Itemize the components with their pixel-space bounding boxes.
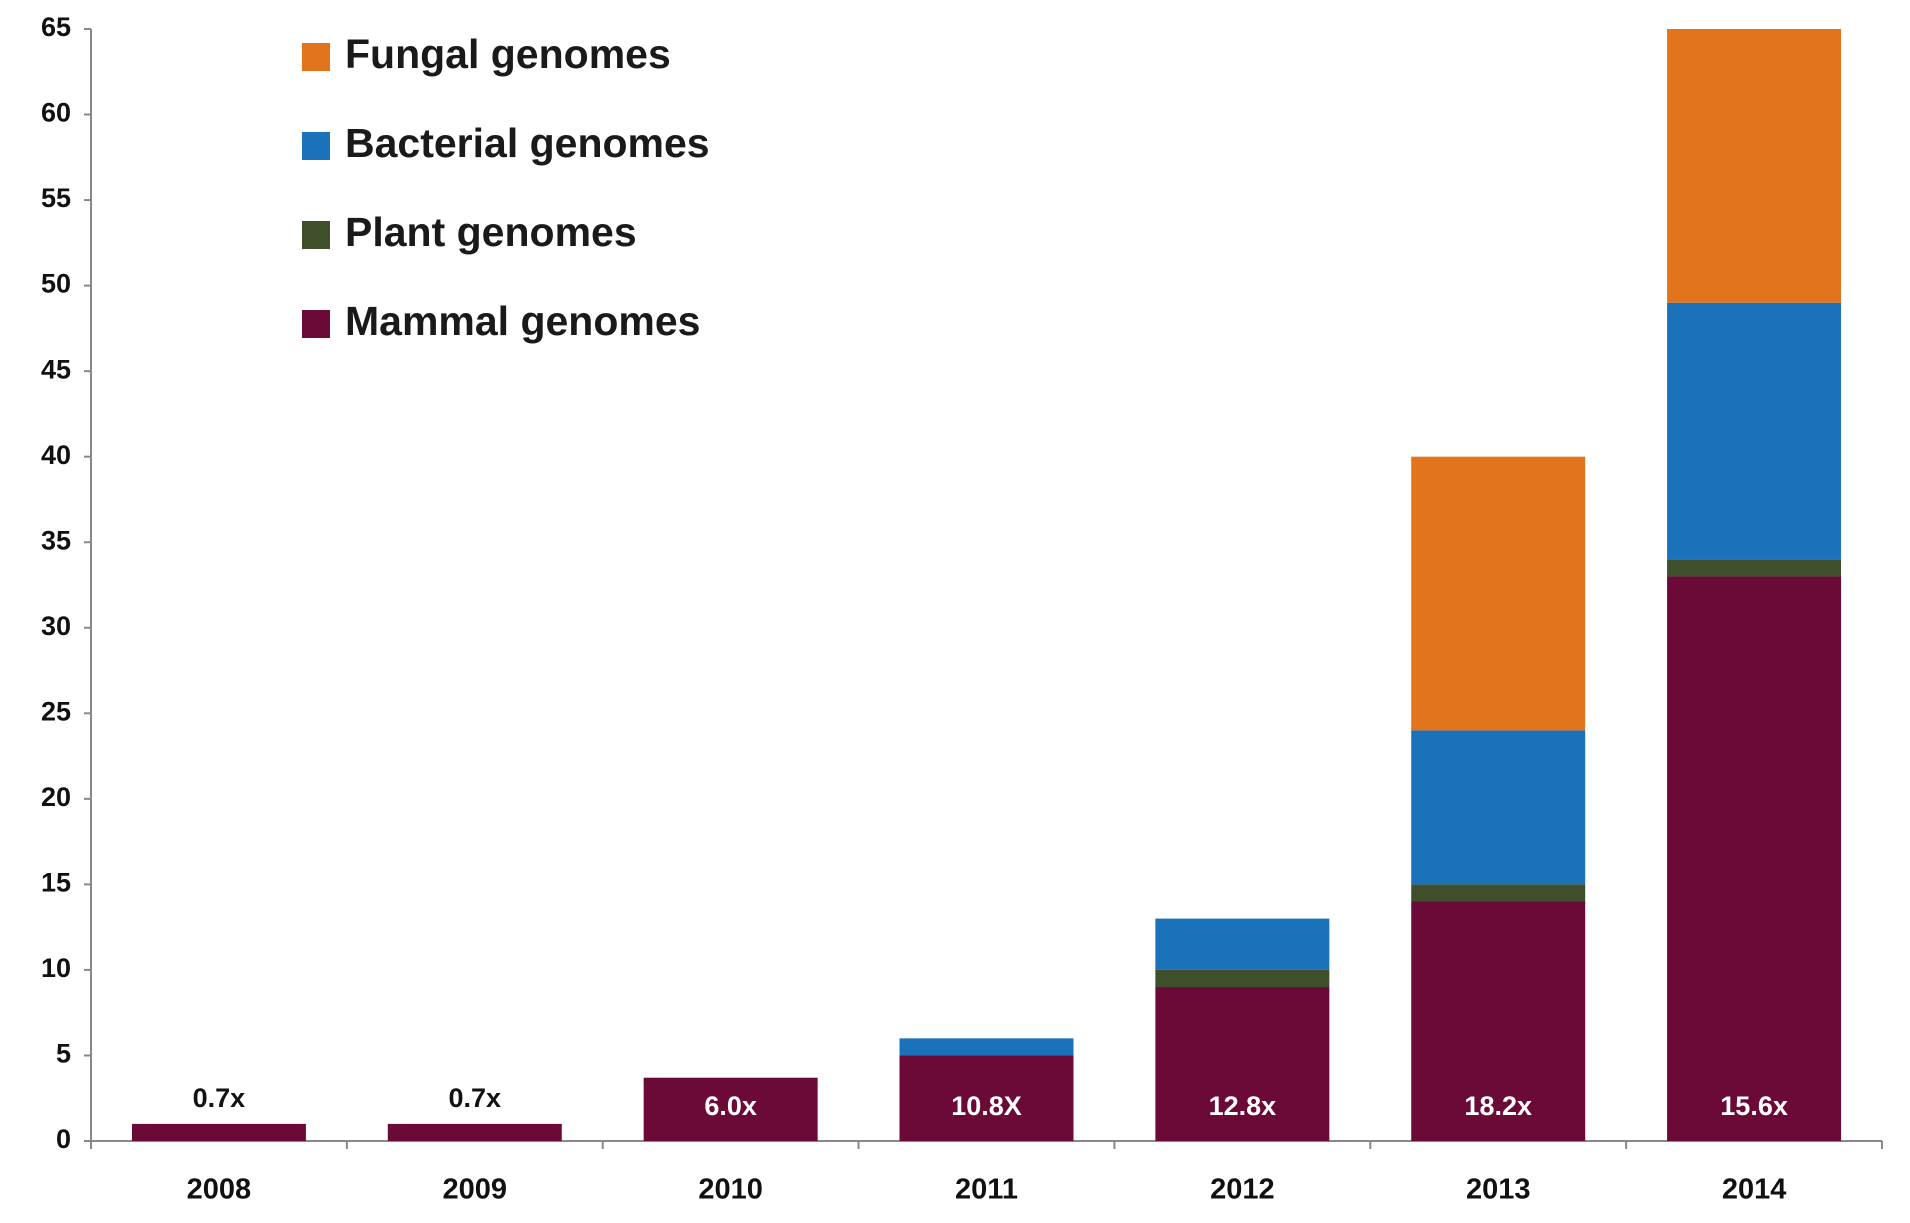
x-tick-label: 2009 (443, 1174, 508, 1206)
legend-swatch (302, 221, 330, 249)
bar-annotation: 6.0x (704, 1091, 757, 1121)
legend-swatch (302, 43, 330, 71)
bar-segment (899, 1055, 1074, 1141)
bar-segment (1411, 730, 1586, 885)
legend-label: Fungal genomes (345, 31, 671, 77)
bar-annotation: 15.6x (1720, 1091, 1788, 1121)
bar-segment (1667, 576, 1842, 1141)
y-tick-label: 20 (41, 782, 71, 812)
y-tick-label: 45 (41, 354, 71, 384)
y-tick-label: 35 (41, 525, 71, 555)
y-tick-label: 40 (41, 440, 71, 470)
bar-annotation: 0.7x (449, 1083, 502, 1113)
bar-segment (1155, 987, 1330, 1141)
y-tick-label: 30 (41, 611, 71, 641)
legend-swatch (302, 310, 330, 338)
x-tick-label: 2014 (1722, 1174, 1787, 1206)
bar-segment (643, 1077, 818, 1141)
x-tick-label: 2013 (1466, 1174, 1531, 1206)
bar-segment (1411, 884, 1586, 902)
legend-label: Mammal genomes (345, 298, 700, 344)
bar-annotation: 0.7x (193, 1083, 246, 1113)
y-tick-label: 60 (41, 98, 71, 128)
x-tick-label: 2008 (187, 1174, 252, 1206)
bar-annotation: 12.8x (1209, 1091, 1277, 1121)
bar-segment (1667, 29, 1842, 303)
y-tick-label: 50 (41, 269, 71, 299)
bar-segment (1411, 901, 1586, 1141)
bar-segment (1667, 302, 1842, 560)
bar-segment (1155, 969, 1330, 988)
bar-annotation: 10.8X (951, 1091, 1022, 1121)
y-tick-label: 55 (41, 183, 71, 213)
bar-annotation: 18.2x (1464, 1091, 1532, 1121)
bar-segment (131, 1123, 306, 1141)
y-tick-label: 5 (56, 1039, 71, 1069)
bar-segment (1667, 559, 1842, 577)
bar-segment (899, 1038, 1074, 1056)
y-tick-label: 65 (41, 12, 71, 42)
bar-segment (1155, 918, 1330, 970)
x-tick-label: 2010 (698, 1174, 763, 1206)
bar-segment (387, 1123, 562, 1141)
y-tick-label: 25 (41, 696, 71, 726)
legend-label: Bacterial genomes (345, 120, 710, 166)
y-tick-label: 10 (41, 953, 71, 983)
x-tick-label: 2012 (1210, 1174, 1275, 1206)
x-tick-label: 2011 (955, 1174, 1018, 1206)
bar-segment (1411, 456, 1586, 731)
legend-swatch (302, 132, 330, 160)
legend-label: Plant genomes (345, 209, 637, 255)
y-tick-label: 15 (41, 868, 71, 898)
y-tick-label: 0 (56, 1124, 71, 1154)
